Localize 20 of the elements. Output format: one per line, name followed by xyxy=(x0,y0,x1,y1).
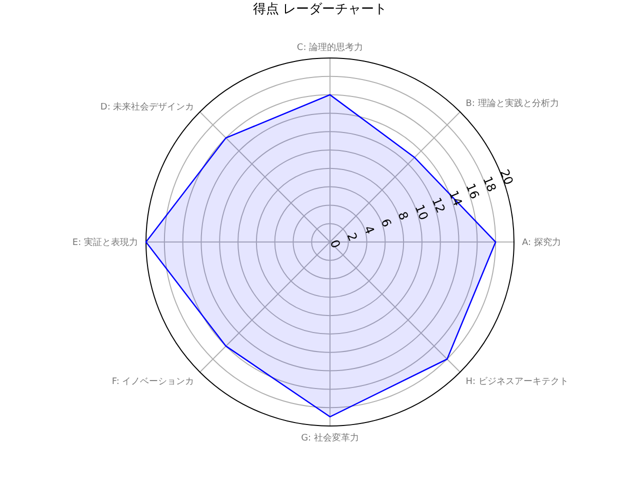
spoke-label: C: 論理的思考力 xyxy=(296,42,364,53)
y-tick-label: 18 xyxy=(480,174,500,194)
chart-title: 得点 レーダーチャート xyxy=(252,1,388,18)
spoke-label: A: 探究力 xyxy=(522,237,561,248)
spoke-label: F: イノベーションカ xyxy=(112,377,194,388)
spoke-label: H: ビジネスアーキテクト xyxy=(466,376,568,388)
spoke-label: E: 実証と表現力 xyxy=(72,237,138,248)
y-tick-label: 6 xyxy=(378,216,394,230)
y-tick-label: 14 xyxy=(446,188,466,208)
spoke-label: B: 理論と実践と分析力 xyxy=(466,98,559,110)
y-tick-label: 12 xyxy=(429,196,448,216)
spoke-label: G: 社会変革力 xyxy=(301,432,359,444)
spoke-label: D: 未来社会デザインカ xyxy=(100,101,194,112)
y-tick-label: 10 xyxy=(412,202,432,222)
y-tick-label: 4 xyxy=(361,224,378,236)
y-tick-label: 20 xyxy=(497,167,516,187)
y-tick-label: 0 xyxy=(327,238,344,250)
y-tick-label: 8 xyxy=(395,210,412,222)
y-tick-label: 16 xyxy=(463,181,482,201)
y-tick-label: 2 xyxy=(344,230,360,244)
